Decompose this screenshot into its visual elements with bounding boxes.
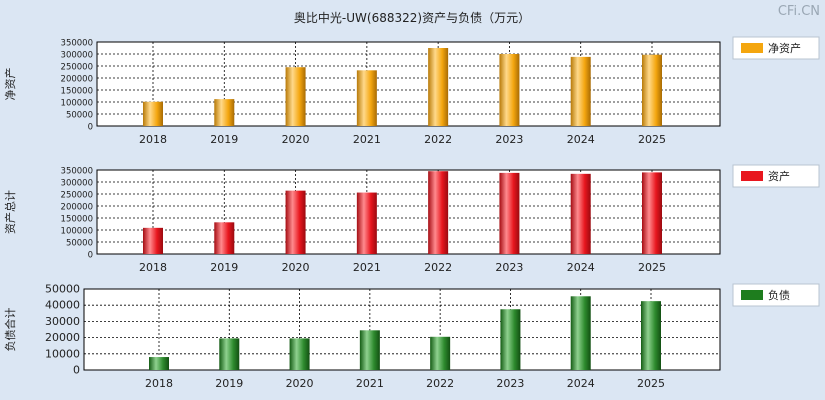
x-tick-label: 2018 (139, 133, 167, 146)
y-axis-label: 净资产 (3, 68, 17, 101)
x-tick-label: 2021 (353, 133, 381, 146)
bar-2020 (285, 190, 306, 254)
y-tick-label: 300000 (61, 51, 93, 61)
bar-2023 (499, 54, 520, 126)
legend: 净资产 (732, 36, 820, 60)
y-tick-label: 50000 (66, 111, 93, 121)
legend: 资产 (732, 164, 820, 188)
chart-panel-1: 350000 300000 250000 200000 150000 100000 5000… (3, 36, 820, 146)
legend-box (732, 283, 820, 307)
y-tick-label: 50000 (66, 239, 93, 249)
y-tick-label: 300000 (61, 179, 93, 189)
bar-2019 (219, 338, 240, 370)
x-tick-label: 2024 (567, 261, 595, 274)
y-tick-label: 0 (88, 251, 93, 261)
x-tick-label: 2023 (495, 133, 523, 146)
x-tick-label: 2020 (286, 377, 314, 390)
x-tick-label: 2018 (145, 377, 173, 390)
plot-area (96, 169, 721, 255)
bar-2018 (143, 101, 163, 126)
bar-2019 (214, 222, 235, 254)
bar-2022 (430, 336, 451, 370)
chart-panel-2: 350000 300000 250000 200000 150000 100000 5000… (3, 164, 820, 274)
legend-swatch (741, 290, 763, 300)
x-tick-label: 2025 (638, 133, 666, 146)
x-tick-label: 2021 (353, 261, 381, 274)
bar-2024 (570, 173, 591, 254)
x-tick-label: 2019 (210, 133, 238, 146)
y-axis-label: 资产总计 (3, 190, 17, 234)
y-tick-label: 20000 (45, 331, 80, 344)
chart-title: 奥比中光-UW(688322)资产与负债（万元） (294, 10, 530, 25)
y-tick-label: 150000 (61, 215, 93, 225)
legend-label: 净资产 (768, 41, 801, 55)
y-tick-label: 250000 (61, 63, 93, 73)
y-tick-label: 200000 (61, 75, 93, 85)
watermark: CFi.CN (778, 4, 820, 19)
x-tick-label: 2022 (424, 261, 452, 274)
x-tick-label: 2024 (567, 377, 595, 390)
bar-2023 (500, 309, 521, 370)
x-tick-label: 2020 (282, 261, 310, 274)
bar-2025 (641, 301, 661, 370)
bar-2021 (356, 70, 377, 126)
bar-2024 (570, 296, 591, 370)
y-tick-label: 100000 (61, 99, 93, 109)
legend-box (732, 36, 820, 60)
x-tick-label: 2025 (638, 261, 666, 274)
plot-area (96, 41, 721, 127)
x-tick-label: 2022 (424, 133, 452, 146)
bar-2022 (428, 48, 449, 126)
y-tick-label: 50000 (45, 283, 80, 296)
x-tick-label: 2021 (356, 377, 384, 390)
y-axis-label: 负债合计 (3, 308, 17, 352)
bar-2018 (149, 357, 169, 370)
y-tick-label: 350000 (61, 39, 93, 49)
bar-2025 (642, 172, 662, 254)
y-tick-label: 100000 (61, 227, 93, 237)
chart-panel-3: 50000 40000 30000 20000 10000 0 2018 2019 2020 20… (3, 283, 820, 390)
bar-2019 (214, 99, 235, 126)
legend-label: 资产 (768, 169, 790, 183)
y-tick-label: 250000 (61, 191, 93, 201)
legend: 负债 (732, 283, 820, 307)
x-tick-label: 2022 (426, 377, 454, 390)
x-tick-label: 2024 (567, 133, 595, 146)
bar-2022 (428, 171, 449, 254)
bar-2024 (570, 56, 591, 126)
x-tick-label: 2023 (496, 377, 524, 390)
y-tick-label: 30000 (45, 315, 80, 328)
x-tick-label: 2025 (637, 377, 665, 390)
bar-2018 (143, 227, 163, 254)
bar-2021 (356, 192, 377, 254)
y-tick-label: 350000 (61, 167, 93, 177)
legend-swatch (741, 171, 763, 181)
y-tick-label: 0 (73, 364, 80, 377)
bar-2020 (289, 338, 310, 370)
y-tick-label: 200000 (61, 203, 93, 213)
y-tick-label: 10000 (45, 347, 80, 360)
x-tick-label: 2019 (210, 261, 238, 274)
legend-box (732, 164, 820, 188)
y-tick-label: 40000 (45, 299, 80, 312)
x-tick-label: 2023 (495, 261, 523, 274)
bar-2023 (499, 172, 520, 254)
legend-label: 负债 (768, 288, 790, 302)
bar-2021 (359, 330, 380, 370)
y-tick-label: 0 (88, 123, 93, 133)
x-tick-label: 2018 (139, 261, 167, 274)
x-tick-label: 2019 (215, 377, 243, 390)
plot-area (83, 288, 721, 371)
bar-2025 (642, 54, 662, 126)
bar-2020 (285, 67, 306, 126)
legend-swatch (741, 43, 763, 53)
x-tick-label: 2020 (282, 133, 310, 146)
y-tick-label: 150000 (61, 87, 93, 97)
